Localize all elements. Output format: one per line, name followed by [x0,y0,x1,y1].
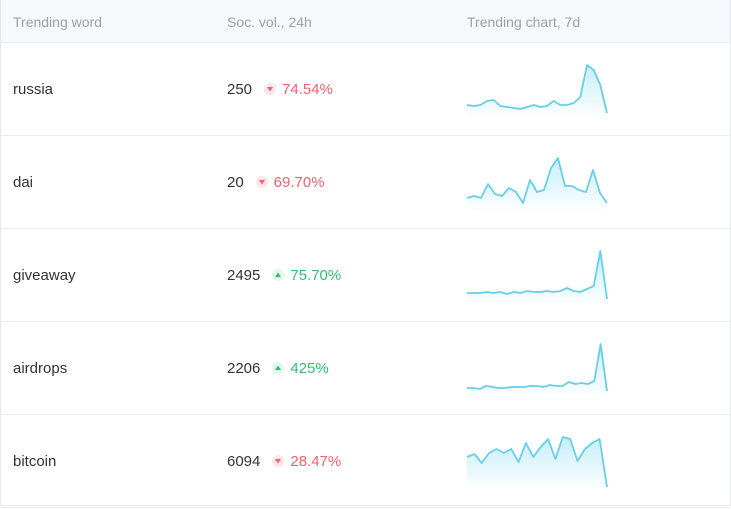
trending-word: airdrops [13,360,68,377]
change-arrow [272,269,285,281]
sparkline [467,250,608,303]
column-header: Trending word [13,14,102,30]
sparkline-line [467,343,608,392]
social-volume: 2206 [227,360,261,377]
arrow-icon [258,180,265,185]
sparkline [466,64,608,117]
trending-word: bitcoin [13,453,57,470]
arrow-icon [267,87,274,92]
table-row: bitcoin 6094 28.47% [1,415,730,508]
change-arrow [264,83,277,95]
sparkline-area [467,251,607,303]
social-volume: 250 [227,81,253,98]
trending-word: giveaway [13,267,76,284]
sparkline-area [467,344,607,396]
change-percent: 28.47% [290,453,342,470]
arrow-icon [275,272,282,277]
change-percent: 69.70% [273,174,325,191]
table-row: dai 20 69.70% [1,136,730,229]
table-body: russia 250 74.54% dai 20 69.70% giveaway 2495 75… [1,43,730,508]
social-volume: 2495 [227,267,261,284]
column-header: Soc. vol., 24h [227,14,312,30]
social-volume: 6094 [227,453,261,470]
table-row: giveaway 2495 75.70% [1,229,730,322]
sparkline-line [466,64,608,114]
sparkline-line [466,436,608,488]
column-header: Trending chart, 7d [467,14,581,30]
table-header: Trending word Soc. vol., 24h Trending ch… [1,0,730,43]
table-row: russia 250 74.54% [1,43,730,136]
sparkline-area [467,437,607,489]
change-arrow [272,362,285,374]
change-arrow [255,176,268,188]
trending-word: russia [13,81,54,98]
arrow-icon [275,459,282,464]
sparkline-area [467,158,607,210]
sparkline [466,157,608,210]
sparkline-line [467,250,608,300]
change-percent: 74.54% [282,81,333,98]
change-percent: 425% [290,360,329,377]
change-arrow [272,455,285,467]
sparkline-line [466,157,608,204]
arrow-icon [275,365,282,370]
sparkline [466,436,608,489]
change-percent: 75.70% [290,267,342,284]
social-volume: 20 [227,174,244,191]
trending-word: dai [13,174,34,191]
table-row: airdrops 2206 425% [1,322,730,415]
sparkline [467,343,608,396]
